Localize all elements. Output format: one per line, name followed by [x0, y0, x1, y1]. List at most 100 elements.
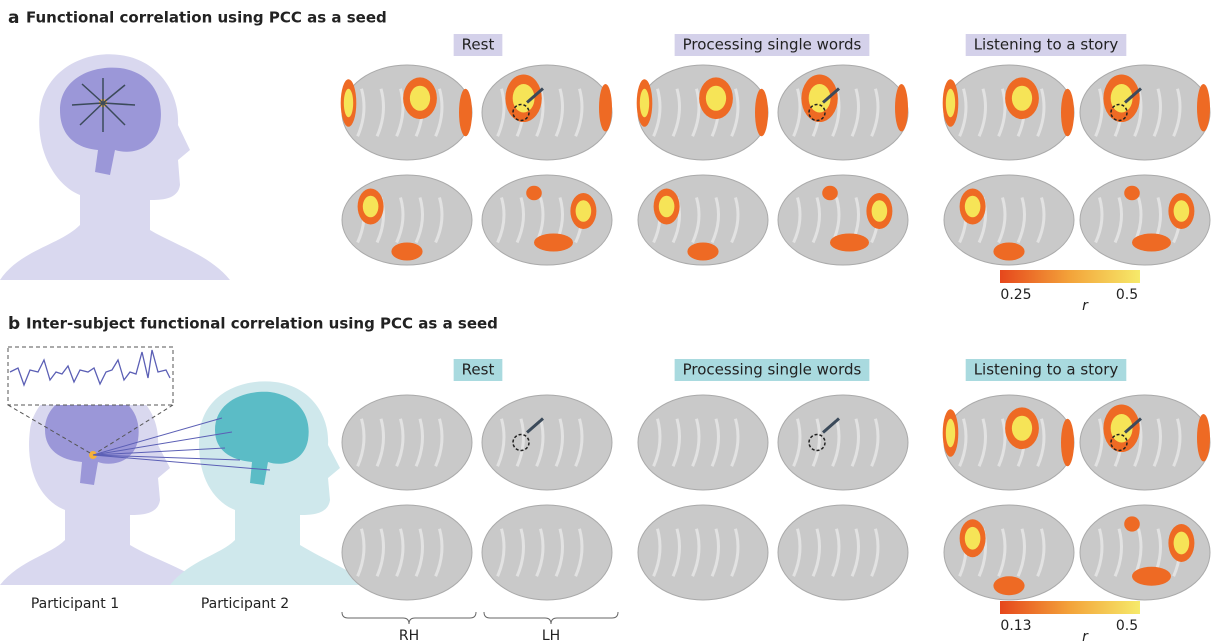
activation-peak [410, 86, 430, 111]
brain-map [778, 65, 908, 160]
colorbar-label: r [1082, 298, 1089, 314]
activation-peak [363, 196, 379, 218]
brain-surface [1080, 395, 1210, 490]
activation-peak [965, 196, 981, 218]
head-illustration [0, 347, 370, 585]
brain-surface [778, 65, 908, 160]
brain-surface [482, 505, 612, 600]
brain-surface [944, 65, 1074, 160]
brain-surface [342, 395, 472, 490]
panel-title: Functional correlation using PCC as a se… [26, 9, 387, 27]
colorbar-min: 0.13 [1000, 618, 1031, 634]
activation-peak [659, 196, 675, 218]
brain-map [778, 505, 908, 600]
activation [1124, 516, 1140, 531]
brain-map [342, 505, 472, 600]
activation [755, 89, 768, 137]
activation [526, 186, 542, 200]
activation [534, 234, 573, 252]
activation [1061, 419, 1074, 467]
activation [1132, 234, 1171, 252]
brain-map [637, 65, 768, 160]
brain-map [342, 395, 472, 490]
participant-label: Participant 1 [31, 596, 119, 612]
brain-map [1080, 505, 1210, 600]
activation-peak [344, 89, 353, 118]
activation-peak [640, 89, 649, 118]
brain-map [638, 175, 768, 265]
colorbar [1000, 601, 1140, 614]
brain-surface [778, 505, 908, 600]
activation [993, 243, 1024, 261]
bracket [342, 612, 476, 624]
activation [1124, 186, 1140, 200]
condition-label: Processing single words [683, 36, 862, 54]
brain-map [944, 175, 1074, 265]
brain-map [1080, 175, 1210, 265]
activation-peak [1012, 86, 1032, 111]
panel-title: Inter-subject functional correlation usi… [26, 315, 498, 333]
participant-label: Participant 2 [201, 596, 289, 612]
brain-map [482, 175, 612, 265]
activation [822, 186, 838, 200]
condition-label: Rest [462, 361, 495, 379]
colorbar [1000, 270, 1140, 283]
activation [391, 243, 422, 261]
brain-surface [482, 65, 612, 160]
brain-map [944, 505, 1074, 600]
hemisphere-label: RH [399, 628, 419, 644]
brain-map [482, 505, 612, 600]
activation-peak [1012, 416, 1032, 441]
colorbar-min: 0.25 [1000, 287, 1031, 303]
condition-label: Processing single words [683, 361, 862, 379]
activation [993, 576, 1024, 595]
activation [895, 84, 908, 132]
activation [830, 234, 869, 252]
bracket [484, 612, 618, 624]
brain-map [482, 65, 612, 160]
panel-letter: a [8, 8, 19, 28]
brain-map [943, 395, 1074, 490]
brain-map [341, 65, 472, 160]
head-illustration [0, 54, 230, 280]
brain-surface [342, 505, 472, 600]
activation-peak [576, 200, 592, 222]
colorbar-max: 0.5 [1116, 618, 1138, 634]
brain-surface [482, 395, 612, 490]
brain-surface [342, 65, 472, 160]
activation-peak [1174, 532, 1190, 555]
brain-map [1080, 395, 1210, 490]
brain-map [342, 175, 472, 265]
condition-label: Rest [462, 36, 495, 54]
condition-label: Listening to a story [974, 36, 1119, 54]
activation [1132, 567, 1171, 586]
activation-peak [965, 527, 981, 550]
activation [1061, 89, 1074, 137]
panel-letter: b [8, 314, 20, 334]
brain-surface [638, 505, 768, 600]
brain-map [1080, 65, 1210, 160]
activation-peak [872, 200, 888, 222]
brain-map [482, 395, 612, 490]
brain-map [638, 505, 768, 600]
activation-peak [1174, 200, 1190, 222]
figure: a Functional correlation using PCC as a … [0, 0, 1230, 644]
brain-surface [1080, 65, 1210, 160]
brain-surface [778, 395, 908, 490]
activation-peak [706, 86, 726, 111]
colorbar-label: r [1082, 629, 1089, 644]
activation [1197, 414, 1210, 462]
hemisphere-label: LH [542, 628, 560, 644]
activation [1197, 84, 1210, 132]
activation-peak [946, 419, 955, 448]
activation [687, 243, 718, 261]
brain-surface [638, 395, 768, 490]
condition-label: Listening to a story [974, 361, 1119, 379]
brain-surface [638, 65, 768, 160]
activation [599, 84, 612, 132]
activation [459, 89, 472, 137]
brain-map [943, 65, 1074, 160]
brain-map [638, 395, 768, 490]
colorbar-max: 0.5 [1116, 287, 1138, 303]
brain-map [778, 175, 908, 265]
